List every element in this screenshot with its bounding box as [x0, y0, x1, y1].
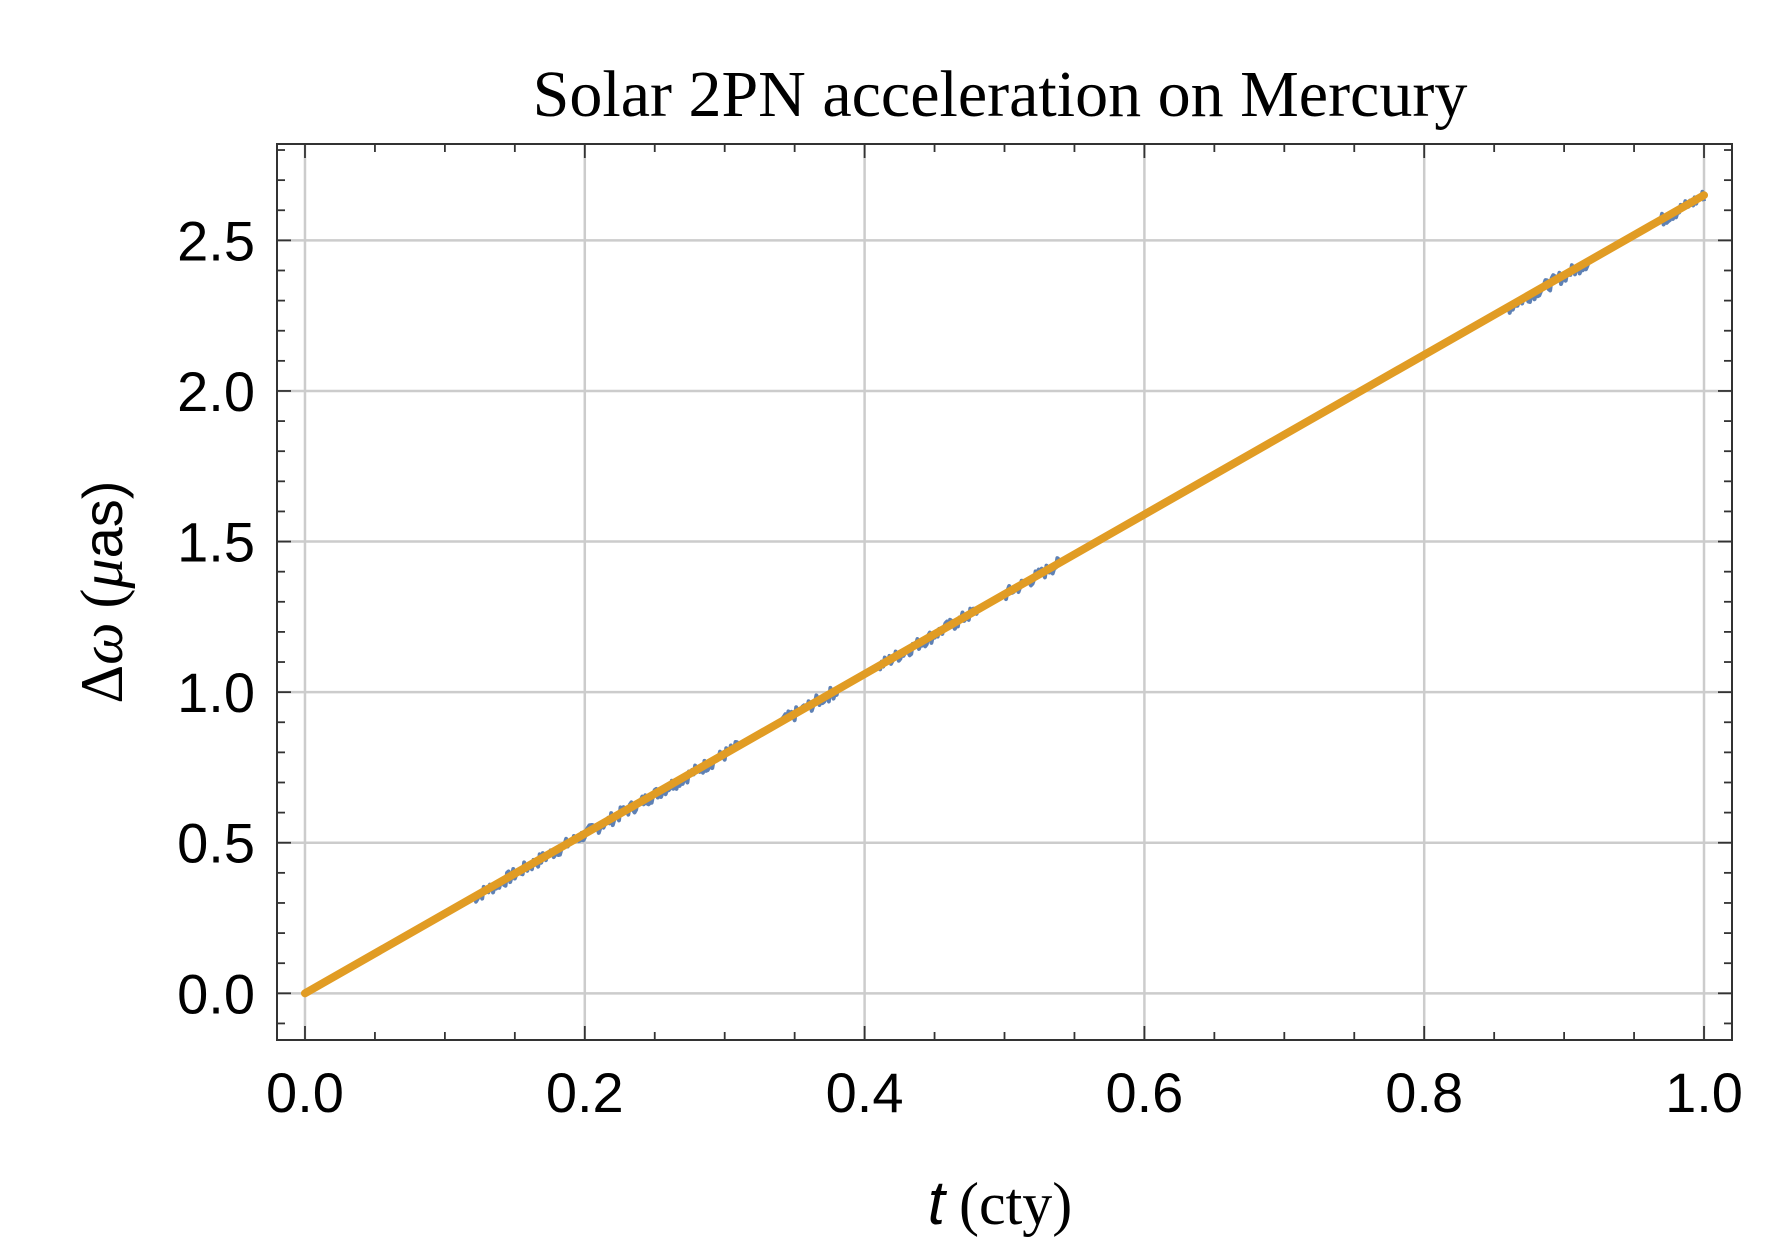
tick-layer — [277, 144, 1732, 1040]
series-line-analytical — [300, 191, 1709, 998]
y-tick-label: 0.5 — [177, 812, 255, 875]
x-axis-unit: (cty) — [959, 1171, 1072, 1237]
y-tick-label: 1.5 — [177, 511, 255, 574]
y-tick-label: 1.0 — [177, 661, 255, 724]
grid-layer — [277, 144, 1732, 1040]
x-tick-label: 0.0 — [266, 1061, 344, 1124]
y-tick-label: 0.0 — [177, 962, 255, 1025]
x-tick-label: 0.8 — [1385, 1061, 1463, 1124]
y-axis-unit-open: ( — [69, 588, 135, 608]
y-axis-variable: ω — [69, 622, 135, 664]
x-axis-variable: t — [928, 1169, 948, 1238]
plot-frame — [276, 143, 1733, 1041]
y-tick-label: 2.5 — [177, 209, 255, 272]
x-tick-label: 1.0 — [1665, 1061, 1743, 1124]
y-axis-delta: Δ — [69, 665, 135, 704]
y-axis-unit-rest: as) — [71, 481, 134, 559]
x-tick-label: 0.6 — [1105, 1061, 1183, 1124]
tick-label-layer: 0.0 0.2 0.4 0.6 0.8 1.0 0.0 0.5 1.0 1.5 2.0 2.5 — [177, 209, 1743, 1124]
x-tick-label: 0.4 — [826, 1061, 904, 1124]
chart-title: Solar 2PN acceleration on Mercury — [533, 58, 1468, 131]
y-axis-unit-mu: μ — [69, 558, 135, 589]
y-axis-label: Δω (μas) — [69, 481, 135, 704]
x-tick-label: 0.2 — [546, 1061, 624, 1124]
y-tick-label: 2.0 — [177, 360, 255, 423]
x-axis-label: t (cty) — [928, 1169, 1073, 1238]
series-layer — [300, 189, 1709, 998]
